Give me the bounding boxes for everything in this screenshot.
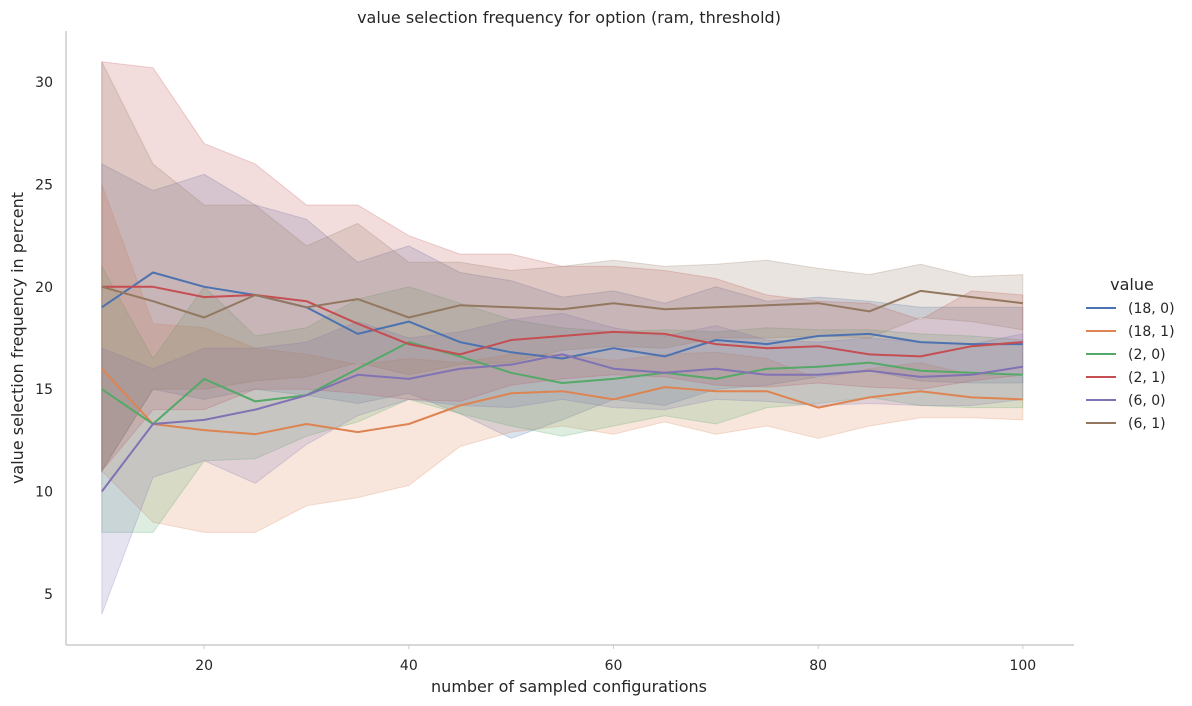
y-tick-label: 15 bbox=[35, 382, 53, 398]
x-tick-labels: 20 40 60 80 100 bbox=[195, 645, 1036, 674]
ci-band-6-1 bbox=[101, 61, 1024, 473]
y-tick-label: 30 bbox=[35, 75, 53, 91]
legend: value (18, 0) (18, 1) (2, 0) (2, 1) (6, 0) (6… bbox=[1086, 275, 1175, 432]
x-axis-label: number of sampled configurations bbox=[431, 677, 707, 696]
series-line-6-1 bbox=[101, 285, 1023, 319]
y-tick-label: 5 bbox=[44, 587, 53, 603]
legend-label: (2, 1) bbox=[1128, 370, 1166, 386]
chart-title: value selection frequency for option (ra… bbox=[357, 8, 781, 27]
confidence-bands bbox=[101, 61, 1024, 615]
series-line-2-0 bbox=[101, 341, 1023, 425]
legend-label: (6, 1) bbox=[1128, 416, 1166, 432]
y-tick-label: 20 bbox=[35, 280, 53, 296]
x-tick-label: 20 bbox=[195, 658, 213, 674]
y-tick-label: 10 bbox=[35, 485, 53, 501]
x-tick-label: 60 bbox=[605, 658, 623, 674]
legend-title: value bbox=[1110, 275, 1154, 294]
y-axis-label: value selection frequency in percent bbox=[8, 192, 27, 484]
legend-label: (18, 0) bbox=[1128, 301, 1175, 317]
legend-label: (2, 0) bbox=[1128, 347, 1166, 363]
x-tick-label: 80 bbox=[809, 658, 827, 674]
series-line-18-1 bbox=[101, 368, 1023, 436]
series-line-6-0 bbox=[101, 353, 1023, 493]
legend-label: (6, 0) bbox=[1128, 393, 1166, 409]
y-tick-labels: 5 10 15 20 25 30 bbox=[35, 75, 53, 603]
y-tick-label: 25 bbox=[35, 178, 53, 194]
ci-band-18-0 bbox=[101, 163, 1024, 473]
x-tick-label: 40 bbox=[400, 658, 418, 674]
x-tick-label: 100 bbox=[1009, 658, 1036, 674]
ci-band-2-0 bbox=[101, 264, 1024, 533]
legend-label: (18, 1) bbox=[1128, 324, 1175, 340]
series-lines bbox=[101, 271, 1023, 493]
